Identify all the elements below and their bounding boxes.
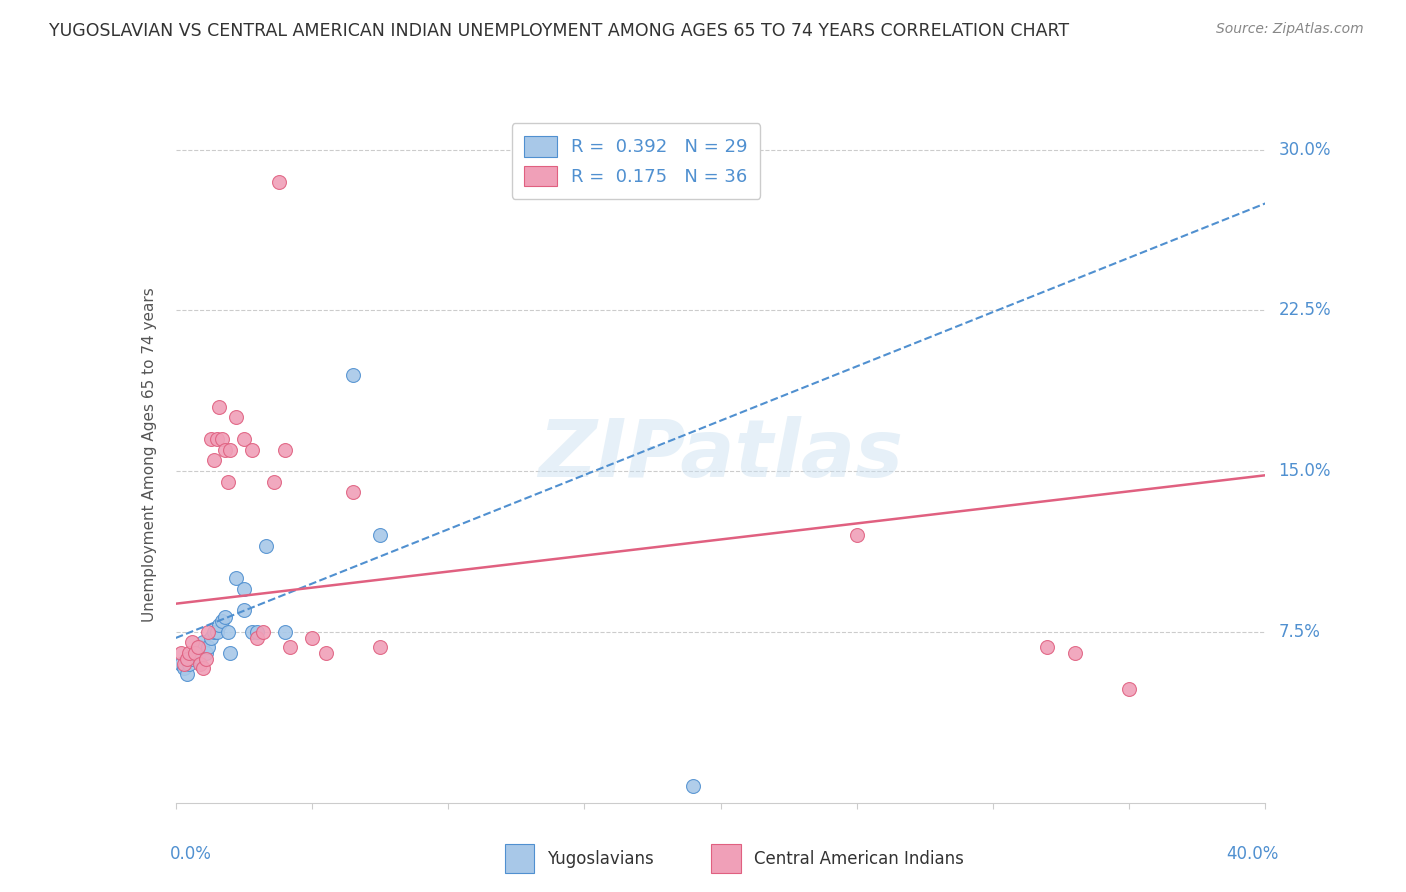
Text: 22.5%: 22.5% — [1278, 301, 1331, 319]
Point — [188, 657, 211, 671]
Text: Central American Indians: Central American Indians — [754, 849, 963, 868]
Bar — [711, 844, 741, 873]
Point — [269, 175, 291, 189]
Point — [232, 603, 254, 617]
Point — [211, 614, 233, 628]
Point — [246, 624, 269, 639]
Point — [274, 624, 297, 639]
Point — [205, 432, 228, 446]
Point — [176, 667, 198, 681]
Text: 15.0%: 15.0% — [1278, 462, 1331, 480]
Point — [254, 539, 277, 553]
Point — [179, 657, 201, 671]
Point — [225, 410, 247, 425]
Point — [202, 624, 225, 639]
Text: 0.0%: 0.0% — [170, 845, 212, 863]
Text: 40.0%: 40.0% — [1226, 845, 1278, 863]
Point — [1063, 646, 1085, 660]
Point — [232, 432, 254, 446]
Point — [200, 631, 222, 645]
Point — [845, 528, 868, 542]
Point — [252, 624, 274, 639]
Point — [179, 646, 201, 660]
Point — [342, 368, 364, 382]
Point — [208, 400, 231, 414]
Point — [194, 652, 217, 666]
Point — [194, 646, 217, 660]
Point — [202, 453, 225, 467]
Y-axis label: Unemployment Among Ages 65 to 74 years: Unemployment Among Ages 65 to 74 years — [142, 287, 157, 623]
Point — [246, 631, 269, 645]
Point — [682, 779, 704, 793]
Point — [278, 640, 301, 654]
Point — [263, 475, 285, 489]
Point — [368, 528, 391, 542]
Point — [205, 624, 228, 639]
Point — [197, 624, 219, 639]
Point — [186, 650, 209, 665]
Point — [219, 646, 242, 660]
Point — [342, 485, 364, 500]
Point — [214, 442, 236, 457]
Point — [170, 657, 193, 671]
Point — [186, 640, 209, 654]
Point — [170, 646, 193, 660]
Point — [208, 618, 231, 632]
Point — [219, 442, 242, 457]
Point — [315, 646, 337, 660]
Point — [191, 661, 214, 675]
Point — [184, 646, 207, 660]
Point — [274, 442, 297, 457]
Point — [301, 631, 323, 645]
Point — [176, 652, 198, 666]
Point — [232, 582, 254, 596]
Point — [240, 442, 263, 457]
Text: YUGOSLAVIAN VS CENTRAL AMERICAN INDIAN UNEMPLOYMENT AMONG AGES 65 TO 74 YEARS CO: YUGOSLAVIAN VS CENTRAL AMERICAN INDIAN U… — [49, 22, 1070, 40]
Point — [368, 640, 391, 654]
Point — [240, 624, 263, 639]
Point — [1118, 682, 1140, 697]
Legend: R =  0.392   N = 29, R =  0.175   N = 36: R = 0.392 N = 29, R = 0.175 N = 36 — [512, 123, 761, 199]
Text: ZIPatlas: ZIPatlas — [538, 416, 903, 494]
Point — [214, 609, 236, 624]
Text: 7.5%: 7.5% — [1278, 623, 1320, 640]
Point — [217, 624, 239, 639]
Point — [217, 475, 239, 489]
Text: Source: ZipAtlas.com: Source: ZipAtlas.com — [1216, 22, 1364, 37]
Point — [184, 646, 207, 660]
Point — [188, 640, 211, 654]
Point — [181, 652, 204, 666]
Text: 30.0%: 30.0% — [1278, 141, 1331, 159]
Point — [173, 657, 195, 671]
Bar — [505, 844, 534, 873]
Point — [1036, 640, 1059, 654]
Point — [191, 635, 214, 649]
Point — [181, 635, 204, 649]
Text: Yugoslavians: Yugoslavians — [547, 849, 654, 868]
Point — [200, 432, 222, 446]
Point — [173, 661, 195, 675]
Point — [211, 432, 233, 446]
Point — [225, 571, 247, 585]
Point — [197, 640, 219, 654]
